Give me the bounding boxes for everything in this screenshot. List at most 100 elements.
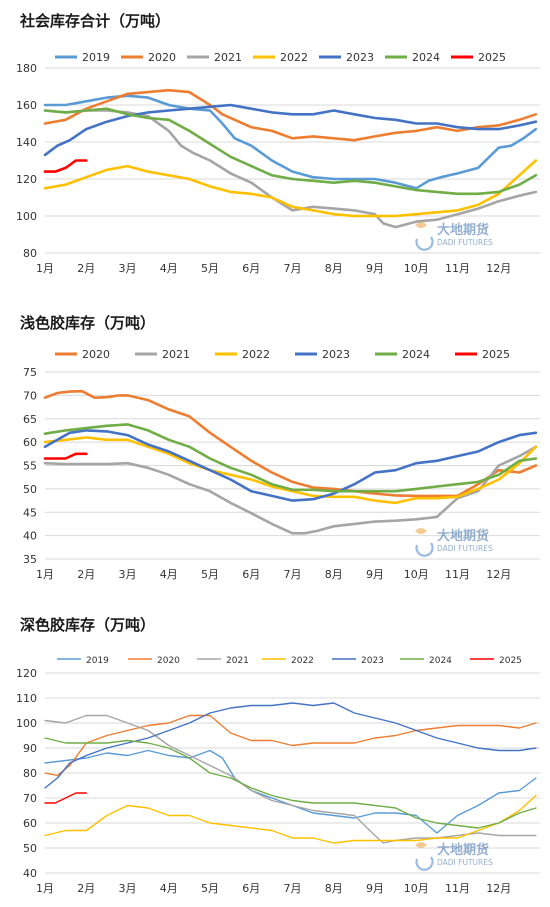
dadi-logo-icon: [415, 222, 427, 228]
x-tick-label: 2月: [77, 262, 95, 275]
y-tick-label: 90: [23, 742, 37, 755]
y-tick-label: 80: [23, 767, 37, 780]
legend: 2020 2021 2022 2023 2024 2025: [55, 348, 510, 361]
legend-label: 2025: [482, 348, 510, 361]
series-line-2021: [44, 714, 537, 844]
y-tick-label: 70: [23, 792, 37, 805]
watermark-en: DADI FUTURES: [437, 858, 493, 867]
y-tick-label: 120: [16, 667, 37, 680]
legend-label: 2019: [82, 51, 110, 64]
watermark-cn: 大地期货: [437, 222, 489, 238]
y-tick-label: 50: [23, 483, 37, 496]
series-line-2025: [43, 159, 88, 173]
y-tick-label: 140: [16, 136, 37, 149]
series-line-2020: [43, 389, 538, 498]
legend-label: 2022: [291, 656, 314, 666]
series-line-2024: [43, 107, 538, 196]
series-line-2023: [43, 429, 538, 502]
legend-label: 2023: [322, 348, 350, 361]
watermark-en: DADI FUTURES: [437, 544, 493, 553]
series-line-2023: [43, 103, 538, 157]
x-tick-label: 12月: [486, 262, 511, 275]
dadi-logo-swoosh: [415, 856, 434, 871]
legend-label: 2024: [412, 51, 440, 64]
legend-label: 2025: [478, 51, 506, 64]
x-tick-label: 7月: [284, 568, 302, 581]
x-tick-label: 6月: [242, 262, 260, 275]
y-tick-label: 120: [16, 173, 37, 186]
y-tick-label: 50: [23, 842, 37, 855]
legend: 2019 2020 2021 2022 2023 2024 2025: [55, 51, 506, 64]
series-line-2022: [44, 794, 537, 844]
x-tick-label: 5月: [201, 882, 219, 895]
y-tick-label: 60: [23, 436, 37, 449]
chart-total-inventory: 80 100 120 140 160 180 1月 2月 3月 4月 5月 6月 7月 8月 9月 10月 11…: [16, 51, 540, 275]
x-tick-label: 8月: [325, 568, 343, 581]
dadi-logo-icon: [415, 528, 427, 534]
x-tick-label: 9月: [366, 568, 384, 581]
chart-panel-dark-rubber: 深色胶库存（万吨） 40 50 60 70 80 90 100 110 120 1月 2月 3月 4月 5…: [0, 604, 550, 907]
legend-label: 2021: [214, 51, 242, 64]
x-tick-label: 10月: [404, 882, 429, 895]
legend-label: 2022: [280, 51, 308, 64]
x-tick-label: 7月: [284, 882, 302, 895]
series-line-2021: [43, 445, 538, 535]
x-tick-label: 11月: [445, 568, 470, 581]
x-tick-label: 2月: [77, 882, 95, 895]
watermark-en: DADI FUTURES: [437, 238, 493, 247]
x-tick-label: 4月: [160, 262, 178, 275]
chart-title: 浅色胶库存（万吨）: [20, 314, 156, 332]
dadi-logo-swoosh: [415, 542, 434, 557]
y-tick-label: 100: [16, 717, 37, 730]
legend-label: 2021: [162, 348, 190, 361]
x-tick-label: 3月: [119, 568, 137, 581]
chart-title: 社会库存合计（万吨）: [20, 12, 171, 30]
y-tick-label: 65: [23, 413, 37, 426]
series-line-2020: [43, 88, 538, 142]
x-tick-label: 8月: [325, 262, 343, 275]
x-tick-label: 10月: [404, 262, 429, 275]
y-tick-label: 100: [16, 210, 37, 223]
chart-title: 深色胶库存（万吨）: [20, 616, 156, 634]
chart-panel-light-rubber: 浅色胶库存（万吨） 35 40 45 50 55 60 65 70 75 1月 2月 3月 4月 5月 6月…: [0, 302, 550, 604]
x-tick-label: 3月: [119, 882, 137, 895]
x-tick-label: 1月: [36, 568, 54, 581]
x-tick-label: 12月: [486, 568, 511, 581]
legend-label: 2021: [226, 656, 249, 666]
x-tick-label: 2月: [77, 568, 95, 581]
dadi-logo-icon: [415, 842, 427, 848]
y-tick-label: 110: [16, 692, 37, 705]
y-tick-label: 160: [16, 99, 37, 112]
series-line-2020: [44, 714, 537, 777]
series-line-2019: [43, 94, 538, 190]
y-tick-label: 80: [23, 247, 37, 260]
watermark-cn: 大地期货: [437, 528, 489, 544]
x-tick-label: 11月: [445, 882, 470, 895]
series-line-2025: [43, 452, 88, 460]
legend: 2019 2020 2021 2022 2023 2024 2025: [57, 656, 522, 666]
x-tick-label: 4月: [160, 568, 178, 581]
series-line-2024: [44, 737, 537, 829]
y-tick-label: 40: [23, 530, 37, 543]
x-tick-label: 6月: [242, 568, 260, 581]
x-tick-label: 4月: [160, 882, 178, 895]
x-tick-label: 1月: [36, 882, 54, 895]
legend-label: 2020: [148, 51, 176, 64]
x-tick-label: 9月: [366, 262, 384, 275]
series-line-2025: [44, 792, 88, 804]
y-tick-label: 75: [23, 366, 37, 379]
x-tick-label: 1月: [36, 262, 54, 275]
x-tick-label: 11月: [445, 262, 470, 275]
x-tick-label: 5月: [201, 262, 219, 275]
chart-panel-total-inventory: 社会库存合计（万吨） 80 100 120 140 160 180 1月 2月 3月 4月 5月 6月…: [0, 0, 550, 302]
y-tick-label: 40: [23, 867, 37, 880]
x-tick-label: 7月: [284, 262, 302, 275]
y-tick-label: 45: [23, 506, 37, 519]
x-tick-label: 6月: [242, 882, 260, 895]
watermark-cn: 大地期货: [437, 842, 489, 858]
y-tick-label: 70: [23, 389, 37, 402]
x-tick-label: 10月: [404, 568, 429, 581]
chart-dark-rubber: 40 50 60 70 80 90 100 110 120 1月 2月 3月 4月 5月 6月 7月 8月 9月 1…: [16, 656, 540, 895]
